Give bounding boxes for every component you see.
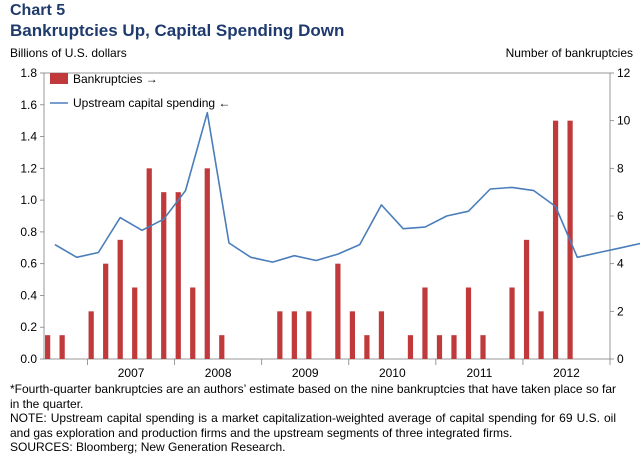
right-tick-label: 8 <box>617 161 624 175</box>
year-label: 2008 <box>205 366 232 380</box>
left-axis-label: Billions of U.S. dollars <box>10 46 127 60</box>
legend-bar-swatch <box>50 73 68 84</box>
bankruptcy-bar <box>538 311 544 359</box>
year-label: 2009 <box>292 366 319 380</box>
bankruptcy-bar <box>552 120 559 360</box>
right-tick-label: 6 <box>617 209 624 223</box>
chart-title: Bankruptcies Up, Capital Spending Down <box>10 21 345 40</box>
left-tick-label: 0.6 <box>20 257 37 271</box>
bankruptcy-bar <box>161 192 167 359</box>
sources: SOURCES: Bloomberg; New Generation Resea… <box>10 440 286 454</box>
bankruptcy-bar <box>306 311 312 359</box>
bankruptcy-bar <box>88 311 94 359</box>
bankruptcy-bar <box>509 287 515 359</box>
bankruptcy-bar <box>146 168 152 359</box>
left-tick-label: 0.4 <box>20 288 37 302</box>
bankruptcy-bar <box>190 287 196 359</box>
right-tick-label: 12 <box>617 66 631 80</box>
bankruptcy-bar <box>45 335 51 359</box>
bankruptcy-bar <box>451 335 457 359</box>
capital-spending-line <box>54 111 640 263</box>
bankruptcy-bar <box>465 287 472 359</box>
note: NOTE: Upstream capital spending is a mar… <box>10 411 616 440</box>
bankruptcy-bar <box>175 192 181 359</box>
bankruptcy-bar <box>335 263 341 359</box>
bankruptcy-bar <box>117 239 123 359</box>
bankruptcy-bar <box>422 287 428 359</box>
left-tick-label: 0.0 <box>20 352 37 366</box>
year-label: 2007 <box>118 366 145 380</box>
bankruptcy-bars <box>45 120 573 360</box>
legend-capital-spending-label: Upstream capital spending ← <box>73 96 230 110</box>
bankruptcy-bar <box>59 335 65 359</box>
footnote: *Fourth-quarter bankruptcies are an auth… <box>10 382 616 411</box>
year-label: 2010 <box>379 366 406 380</box>
bankruptcy-bar <box>291 311 297 359</box>
right-axis-label: Number of bankruptcies <box>505 46 633 60</box>
bankruptcy-bar <box>378 311 385 359</box>
left-tick-label: 0.8 <box>20 225 37 239</box>
bankruptcy-bar <box>219 335 225 359</box>
bankruptcy-bar <box>480 335 486 359</box>
axes: 0.0 0.2 0.4 0.6 0.8 1.0 1.2 1.4 1.6 1.8 0 2 4 6 8 10 12 2… <box>20 66 631 380</box>
bankruptcy-bar <box>132 287 138 359</box>
left-tick-label: 1.6 <box>20 98 37 112</box>
right-tick-label: 10 <box>617 114 631 128</box>
capital-spending-series <box>54 111 640 263</box>
right-tick-label: 2 <box>617 304 624 318</box>
bankruptcy-bar <box>277 311 283 359</box>
legend: Bankruptcies → Upstream capital spending… <box>50 72 230 110</box>
chart-notes: *Fourth-quarter bankruptcies are an auth… <box>10 382 616 455</box>
year-label: 2011 <box>466 366 492 380</box>
bankruptcy-bar <box>523 239 530 359</box>
right-tick-label: 0 <box>617 352 624 366</box>
chart-number: Chart 5 <box>10 2 66 19</box>
right-tick-label: 4 <box>617 257 624 271</box>
left-tick-label: 1.8 <box>20 66 37 80</box>
bankruptcy-bar <box>204 168 210 359</box>
year-label: 2012 <box>553 366 580 380</box>
legend-bankruptcies-label: Bankruptcies → <box>73 72 158 86</box>
bankruptcy-bar <box>364 335 370 359</box>
left-tick-label: 1.2 <box>20 161 37 175</box>
bankruptcy-bar <box>436 335 443 359</box>
left-tick-label: 1.0 <box>20 193 37 207</box>
bankruptcy-bar <box>103 263 109 359</box>
bankruptcy-bar <box>407 335 414 359</box>
left-tick-label: 0.2 <box>20 320 37 334</box>
left-tick-label: 1.4 <box>20 130 37 144</box>
bankruptcy-bar <box>349 311 356 359</box>
